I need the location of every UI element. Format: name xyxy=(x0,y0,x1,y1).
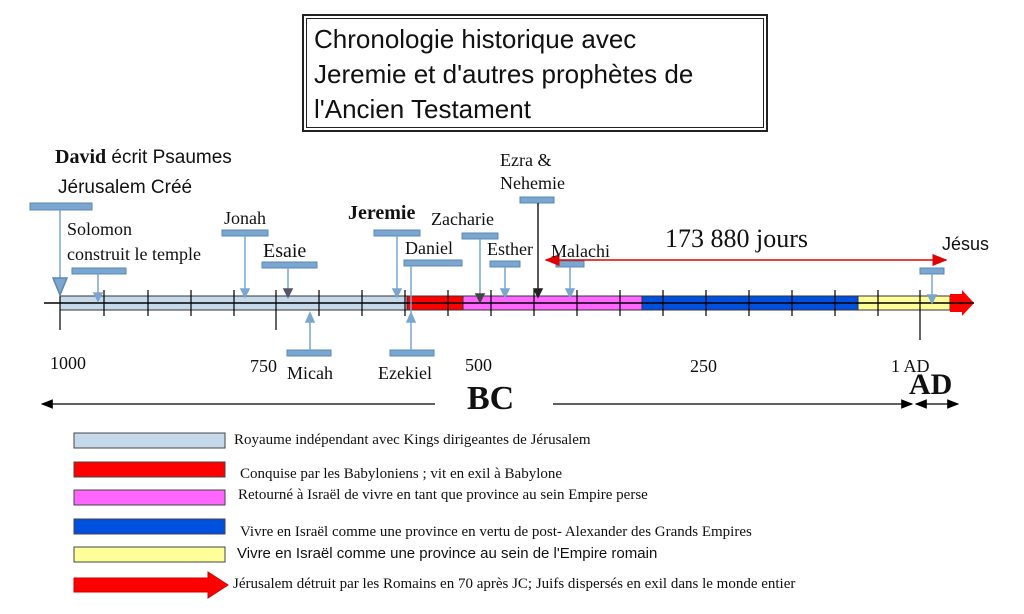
label-david: David écrit Psaumes xyxy=(55,146,232,169)
label-ezekiel: Ezekiel xyxy=(378,363,432,383)
label-esaie: Esaie xyxy=(263,240,307,262)
axis-label-500: 500 xyxy=(465,355,492,375)
title-line-1: Chronologie historique avec xyxy=(314,24,637,54)
label-jonah: Jonah xyxy=(224,208,266,228)
label-ezra: Ezra & xyxy=(500,150,552,170)
legend-arrow xyxy=(73,571,229,599)
title-line-3: l'Ancien Testament xyxy=(314,94,531,124)
axis-label-750: 750 xyxy=(250,356,277,376)
label-micah: Micah xyxy=(287,363,333,383)
label-daniel: Daniel xyxy=(405,238,453,258)
label-esther: Esther xyxy=(487,239,533,259)
label-jesus: Jésus xyxy=(942,234,990,254)
axis-label-bc: BC xyxy=(467,380,515,417)
legend-swatches xyxy=(73,432,226,563)
label-malachi: Malachi xyxy=(551,241,610,261)
title-box xyxy=(302,14,768,132)
axis-label-ad: AD xyxy=(909,368,953,401)
legend-text-6: Jérusalem détruit par les Romains en 70 … xyxy=(233,576,796,592)
axis-label-1000: 1000 xyxy=(50,353,86,373)
label-jeremie: Jeremie xyxy=(348,202,416,224)
legend-text-2: Conquise par les Babyloniens ; vit en ex… xyxy=(240,466,563,482)
event-pointers xyxy=(51,203,938,350)
label-days: 173 880 jours xyxy=(665,224,808,253)
label-nehemie: Nehemie xyxy=(500,173,565,193)
legend-text-4: Vivre en Israël comme une province en ve… xyxy=(240,524,752,540)
label-david-rest: écrit Psaumes xyxy=(111,147,232,168)
label-solomon-2: construit le temple xyxy=(67,244,201,264)
label-jerusalem: Jérusalem Créé xyxy=(58,177,193,198)
axis-label-250: 250 xyxy=(690,356,717,376)
page-title: Chronologie historique avec Jeremie et d… xyxy=(314,22,764,127)
title-line-2: Jeremie et d'autres prophètes de xyxy=(314,59,694,89)
axis-ticks xyxy=(59,290,921,340)
axis-label-1ad: 1 AD xyxy=(891,356,930,376)
legend-text-3: Retourné à Israël de vivre en tant que p… xyxy=(238,487,648,503)
legend-text-1: Royaume indépendant avec Kings dirigeant… xyxy=(234,432,591,448)
label-solomon-1: Solomon xyxy=(67,219,133,239)
label-zacharie: Zacharie xyxy=(431,209,494,229)
legend-text-5: Vivre en Israël comme une province au se… xyxy=(237,545,658,562)
label-david-name: David xyxy=(55,146,107,168)
